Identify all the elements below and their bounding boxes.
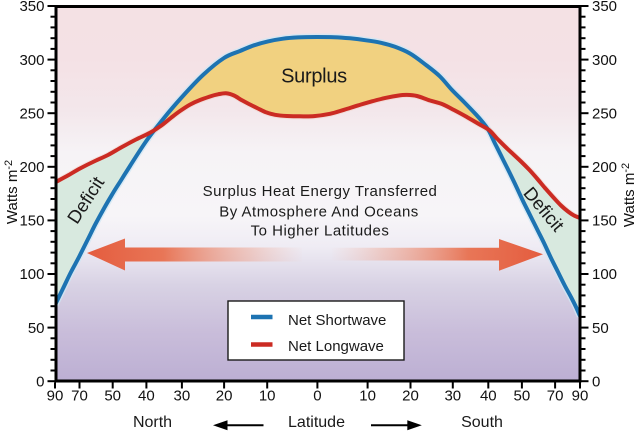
svg-text:350: 350 xyxy=(592,0,617,15)
svg-text:30: 30 xyxy=(174,388,191,405)
svg-text:Watts m-2: Watts m-2 xyxy=(620,163,638,227)
svg-text:90: 90 xyxy=(47,388,64,405)
svg-text:50: 50 xyxy=(514,388,531,405)
svg-text:Net Longwave: Net Longwave xyxy=(288,338,384,355)
svg-text:300: 300 xyxy=(19,52,44,69)
svg-text:70: 70 xyxy=(71,388,88,405)
svg-text:50: 50 xyxy=(592,320,609,337)
svg-text:300: 300 xyxy=(592,52,617,69)
svg-text:100: 100 xyxy=(19,266,44,283)
svg-text:150: 150 xyxy=(592,213,617,230)
svg-text:50: 50 xyxy=(104,388,121,405)
svg-text:70: 70 xyxy=(547,388,564,405)
svg-text:Net Shortwave: Net Shortwave xyxy=(288,312,386,329)
svg-text:0: 0 xyxy=(313,388,321,405)
svg-text:Surplus: Surplus xyxy=(281,66,347,88)
svg-text:South: South xyxy=(461,414,503,431)
svg-text:Latitude: Latitude xyxy=(288,414,345,431)
svg-text:0: 0 xyxy=(592,373,600,390)
svg-text:20: 20 xyxy=(216,388,233,405)
svg-text:90: 90 xyxy=(572,388,589,405)
svg-text:250: 250 xyxy=(19,105,44,122)
svg-text:350: 350 xyxy=(19,0,44,15)
svg-text:200: 200 xyxy=(19,159,44,176)
svg-text:Surplus Heat Energy Transferre: Surplus Heat Energy Transferred xyxy=(203,183,438,200)
svg-text:10: 10 xyxy=(359,388,376,405)
svg-text:150: 150 xyxy=(19,213,44,230)
svg-text:50: 50 xyxy=(28,320,45,337)
svg-text:20: 20 xyxy=(402,388,419,405)
svg-text:40: 40 xyxy=(138,388,155,405)
svg-text:200: 200 xyxy=(592,159,617,176)
svg-text:40: 40 xyxy=(480,388,497,405)
svg-text:100: 100 xyxy=(592,266,617,283)
svg-text:250: 250 xyxy=(592,105,617,122)
svg-text:Watts m-2: Watts m-2 xyxy=(3,160,21,224)
svg-text:30: 30 xyxy=(444,388,461,405)
svg-text:10: 10 xyxy=(259,388,276,405)
svg-text:To Higher Latitudes: To Higher Latitudes xyxy=(251,223,390,240)
svg-text:0: 0 xyxy=(36,373,44,390)
svg-text:North: North xyxy=(133,414,172,431)
svg-text:By Atmosphere And Oceans: By Atmosphere And Oceans xyxy=(219,204,419,221)
